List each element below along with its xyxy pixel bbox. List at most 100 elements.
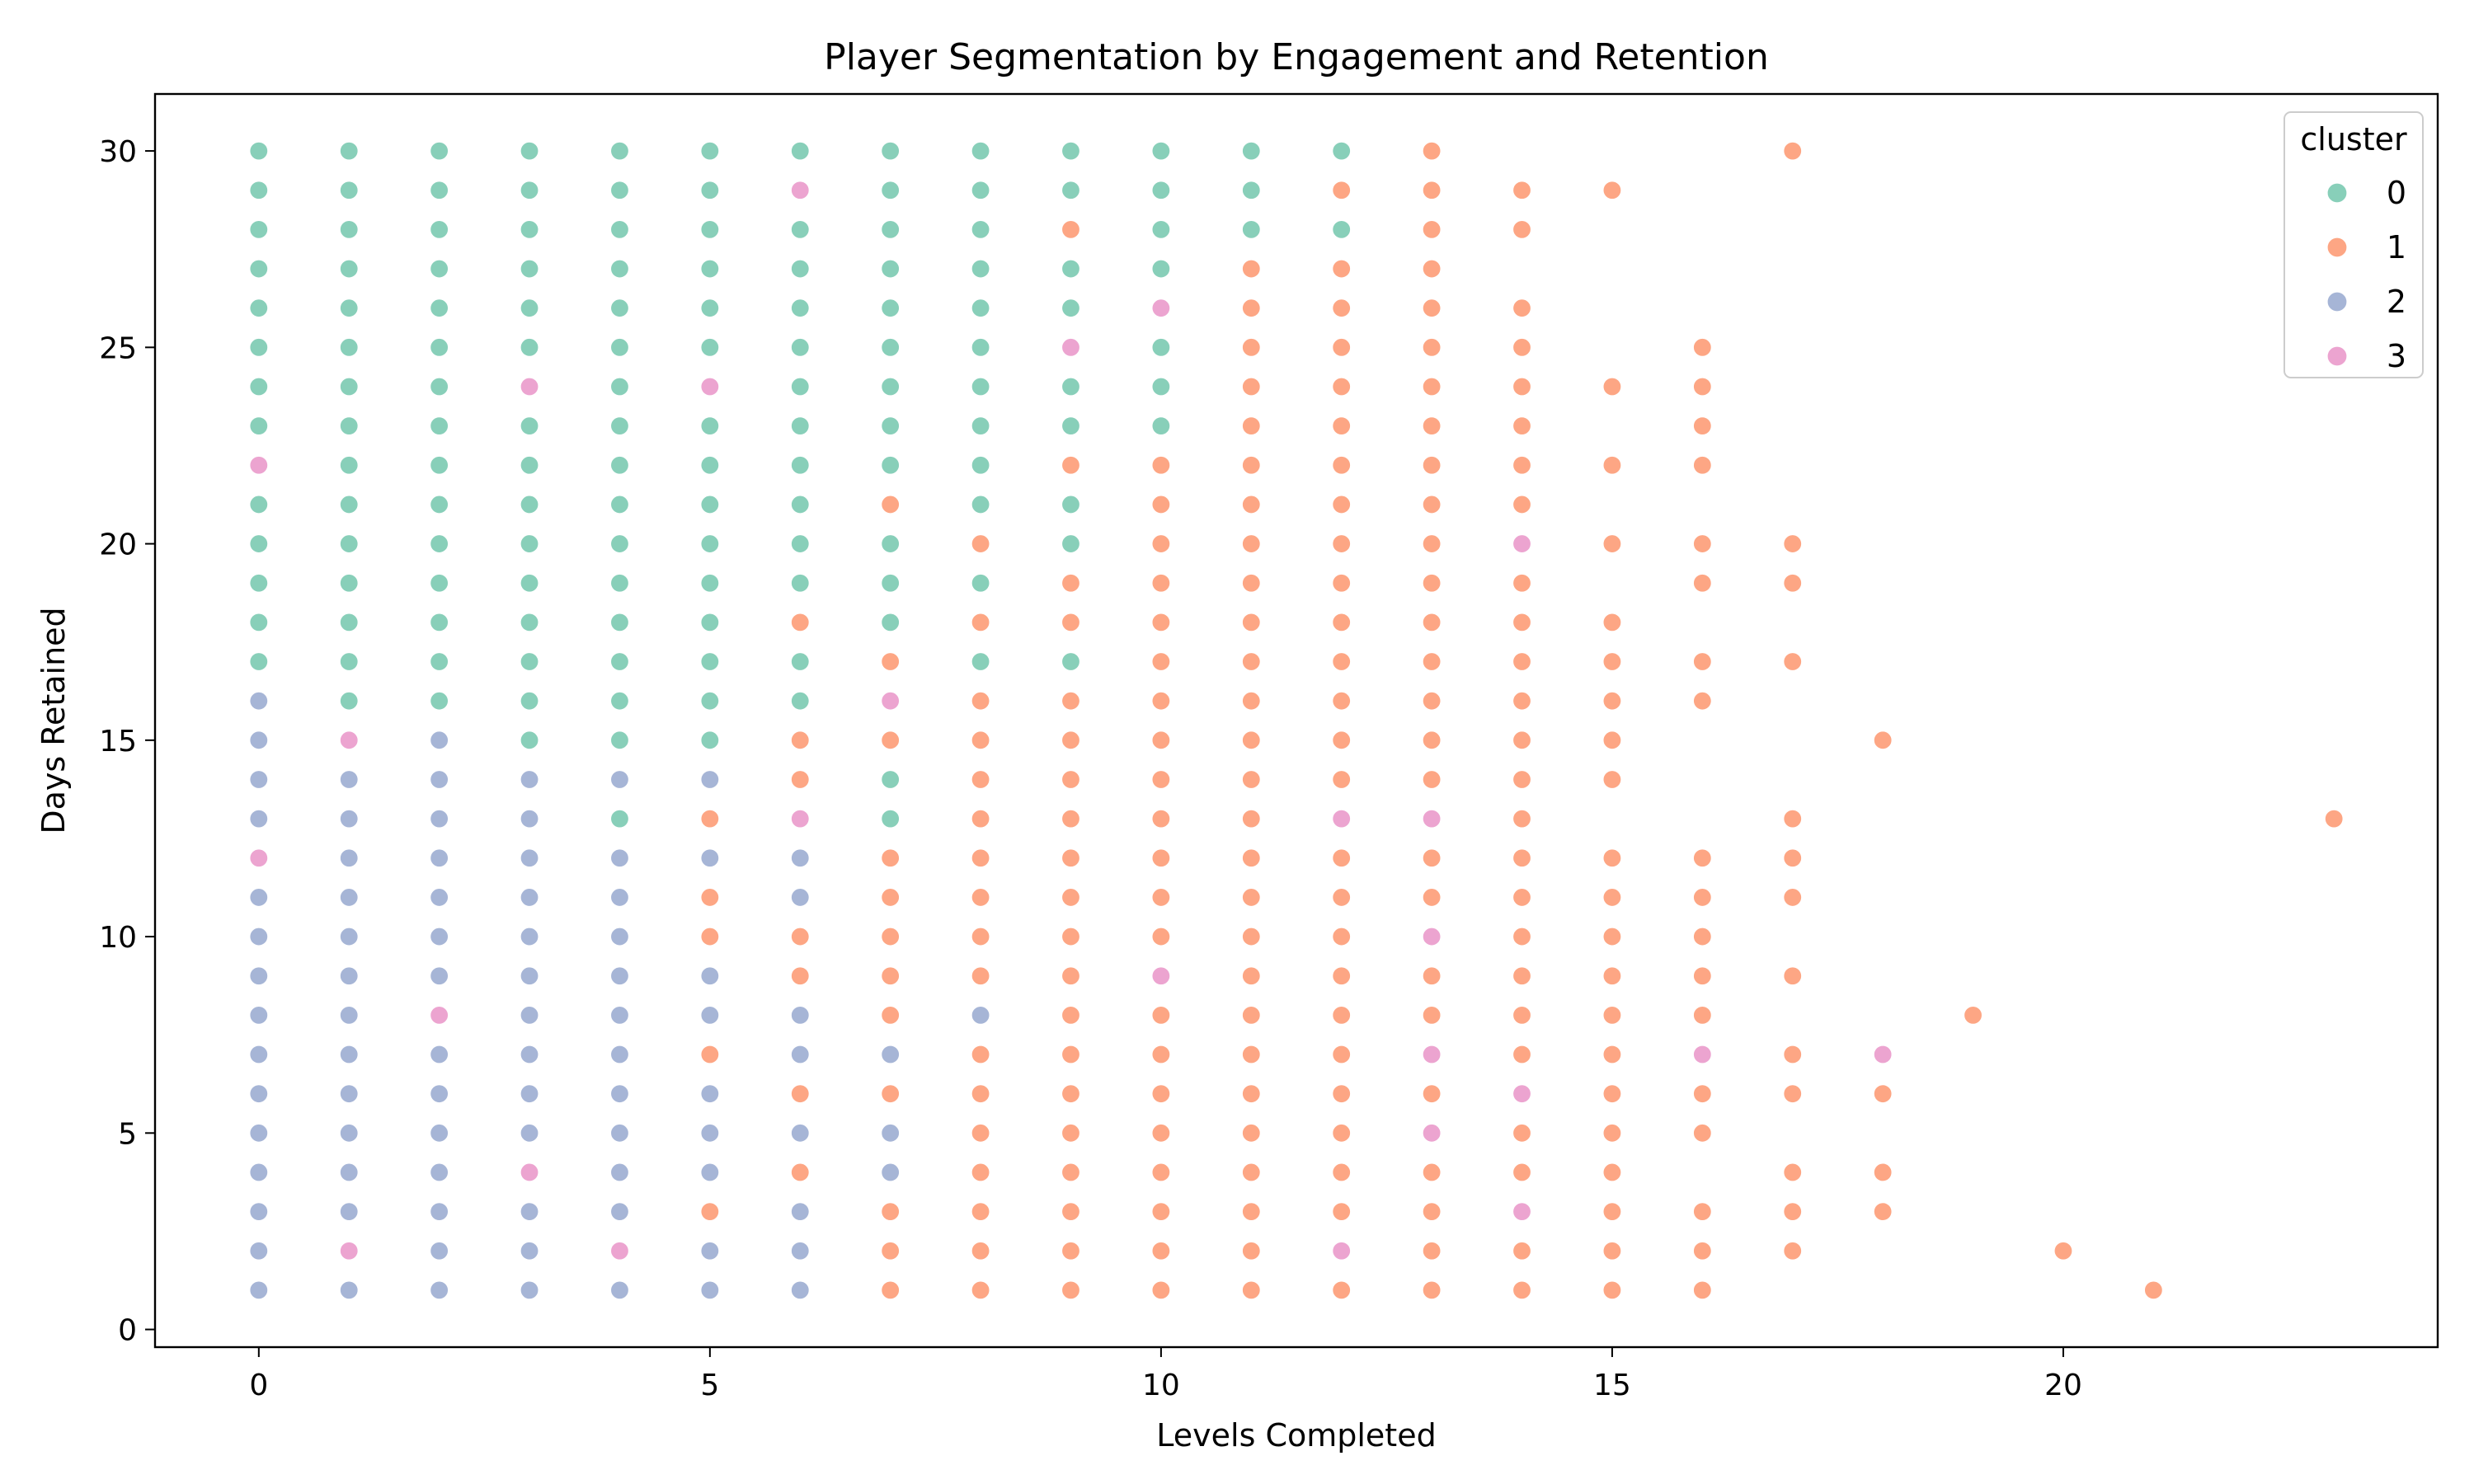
data-point	[430, 730, 449, 750]
data-point	[520, 809, 539, 829]
data-point	[1422, 848, 1442, 868]
data-point	[1061, 809, 1081, 829]
data-point	[249, 1280, 269, 1300]
data-point	[700, 1241, 720, 1261]
data-point	[2324, 809, 2344, 829]
data-point	[700, 966, 720, 986]
data-point	[1422, 927, 1442, 946]
x-axis-label: Levels Completed	[1156, 1417, 1436, 1453]
data-point	[339, 455, 359, 475]
data-point	[1422, 809, 1442, 829]
data-point	[520, 259, 539, 279]
data-point	[1061, 730, 1081, 750]
data-point	[881, 1202, 901, 1222]
data-point	[520, 927, 539, 946]
data-point	[881, 651, 901, 672]
data-point	[339, 259, 359, 279]
data-point	[339, 377, 359, 397]
data-point	[339, 966, 359, 986]
data-point	[430, 651, 449, 672]
data-point	[790, 1162, 810, 1182]
data-point	[1422, 181, 1442, 200]
data-point	[1332, 1084, 1352, 1104]
data-point	[609, 495, 630, 514]
data-point	[430, 377, 449, 397]
data-point	[1332, 1045, 1352, 1064]
data-point	[1332, 573, 1352, 593]
data-point	[1512, 416, 1532, 436]
data-point	[1422, 730, 1442, 750]
y-axis-ticks: 0 5 10 15 20 25 30	[99, 135, 155, 1348]
data-point	[249, 495, 269, 514]
data-point	[1061, 966, 1081, 986]
data-point	[971, 1045, 990, 1064]
series-cluster-1	[700, 141, 2344, 1300]
data-point	[249, 848, 269, 868]
data-point	[520, 1123, 539, 1143]
data-point	[249, 416, 269, 436]
data-point	[881, 1162, 901, 1182]
data-point	[339, 495, 359, 514]
data-point	[971, 181, 990, 200]
data-point	[609, 613, 630, 632]
data-point	[1332, 1280, 1352, 1300]
data-point	[609, 848, 630, 868]
data-point	[1512, 495, 1532, 514]
data-point	[971, 298, 990, 318]
data-point	[249, 966, 269, 986]
legend-marker-1	[2326, 237, 2348, 258]
data-point	[609, 966, 630, 986]
data-point	[1422, 887, 1442, 908]
data-point	[1783, 1084, 1803, 1104]
data-point	[1422, 219, 1442, 239]
data-point	[1512, 1005, 1532, 1025]
data-point	[430, 337, 449, 357]
data-point	[339, 887, 359, 908]
data-point	[790, 730, 810, 750]
data-point	[1602, 848, 1622, 868]
data-point	[700, 1084, 720, 1104]
data-point	[1151, 495, 1171, 514]
data-point	[881, 298, 901, 318]
data-point	[1602, 377, 1622, 397]
data-point	[1332, 533, 1352, 554]
data-point	[249, 533, 269, 554]
data-point	[249, 809, 269, 829]
data-point	[430, 1045, 449, 1064]
x-tick-label: 0	[249, 1369, 268, 1402]
data-point	[971, 337, 990, 357]
data-point	[1151, 259, 1171, 279]
data-point	[1602, 181, 1622, 200]
data-point	[430, 298, 449, 318]
data-point	[339, 219, 359, 239]
data-point	[1512, 1280, 1532, 1300]
data-point	[1512, 651, 1532, 672]
data-point	[1151, 1045, 1171, 1064]
data-point	[700, 455, 720, 475]
data-point	[1422, 1123, 1442, 1143]
data-point	[520, 298, 539, 318]
data-point	[430, 219, 449, 239]
data-point	[1151, 691, 1171, 711]
data-point	[790, 573, 810, 593]
data-point	[1602, 613, 1622, 632]
data-point	[971, 573, 990, 593]
data-point	[1602, 1005, 1622, 1025]
data-point	[609, 416, 630, 436]
data-point	[1332, 495, 1352, 514]
data-point	[1602, 455, 1622, 475]
data-point	[971, 809, 990, 829]
data-point	[1151, 927, 1171, 946]
data-point	[1061, 455, 1081, 475]
data-point	[790, 219, 810, 239]
data-point	[339, 769, 359, 790]
data-point	[520, 1162, 539, 1182]
data-point	[881, 219, 901, 239]
data-point	[1332, 1202, 1352, 1222]
legend-label-3: 3	[2387, 338, 2406, 374]
legend-items: 0 1 2 3	[2326, 175, 2406, 374]
data-point	[249, 455, 269, 475]
data-point	[520, 1280, 539, 1300]
data-point	[790, 455, 810, 475]
